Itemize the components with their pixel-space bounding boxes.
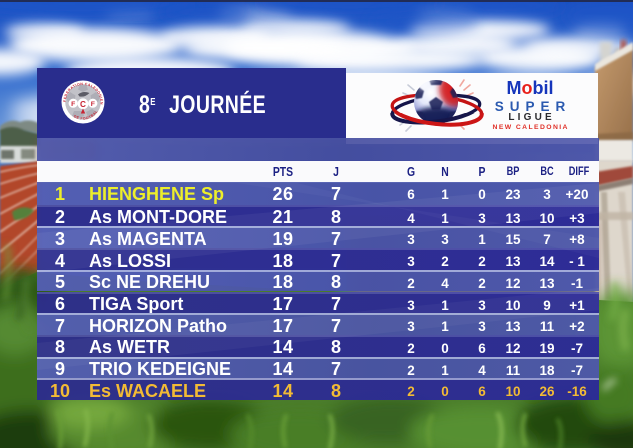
svg-text:F: F (91, 101, 95, 108)
svg-text:C: C (80, 100, 86, 109)
svg-text:F: F (71, 101, 75, 108)
